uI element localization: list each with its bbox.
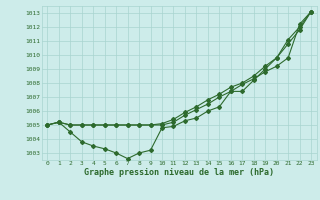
- X-axis label: Graphe pression niveau de la mer (hPa): Graphe pression niveau de la mer (hPa): [84, 168, 274, 177]
